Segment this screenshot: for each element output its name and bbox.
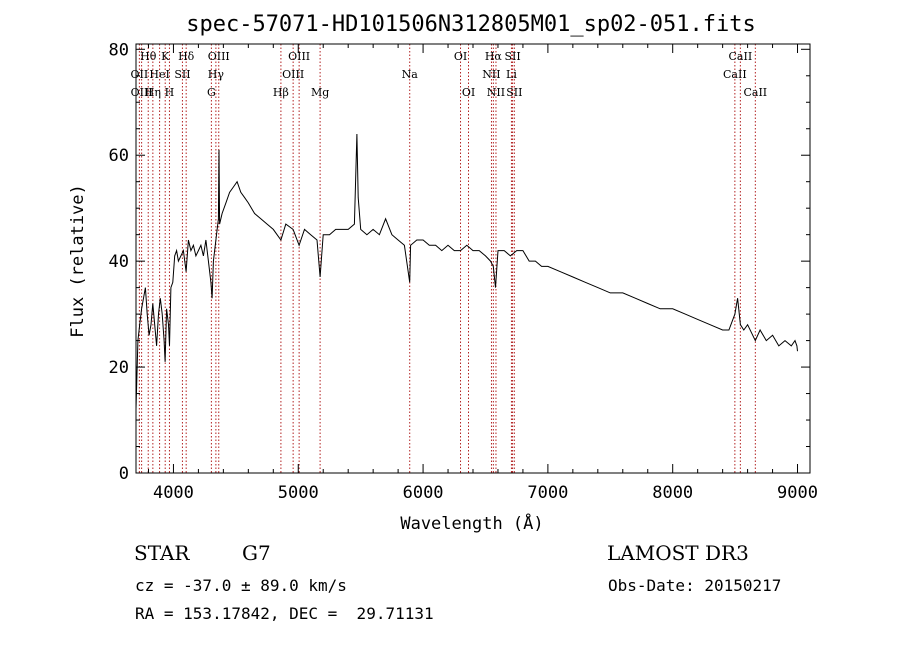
y-tick-label: 60 [109,146,129,166]
chart-title: spec-57071-HD101506N312805M01_sp02-051.f… [186,12,756,37]
spectral-line-label: HeI [149,68,169,81]
observation-date: Obs-Date: 20150217 [608,576,782,595]
spectrum-series-line [135,133,798,410]
spectral-subclass: G7 [242,541,271,565]
spectral-line-label: NII [482,68,500,81]
x-tick-label: 6000 [403,483,444,503]
x-axis-label: Wavelength (Å) [400,512,543,534]
spectral-line-label: OI [454,50,467,63]
spectral-line-label: Li [506,68,517,81]
x-tick-label: 7000 [527,483,568,503]
y-tick-label: 40 [109,252,129,272]
spectral-line-label: NII [487,86,505,99]
spectral-line-label: OI [462,86,475,99]
spectral-line-label: Hθ [140,50,157,63]
spectral-line-label: SII [506,86,522,99]
spectral-line-label: G [207,86,216,99]
x-axis-ticks: 4000 5000 6000 7000 8000 9000 [147,44,818,503]
spectral-line-label: CaII [723,68,747,81]
y-axis-ticks: 0 20 40 60 80 [109,40,810,484]
x-tick-label: 8000 [652,483,693,503]
spectral-line-markers [138,44,756,473]
spectral-line-label: H [165,86,175,99]
spectral-line-label: Hγ [208,68,225,81]
redshift-velocity: cz = -37.0 ± 89.0 km/s [135,576,347,595]
spectral-line-label: OIII [208,50,230,63]
y-axis-label: Flux (relative) [68,184,88,338]
x-tick-label: 5000 [278,483,319,503]
spectral-line-label: OIII [288,50,310,63]
spectral-line-label: SII [504,50,520,63]
survey-name: LAMOST DR3 [607,541,749,565]
spectral-line-label: Mg [311,86,329,99]
spectral-line-label: Hβ [273,86,289,99]
spectral-line-label: K [161,50,170,63]
spectral-line-label: Na [402,68,419,81]
y-tick-label: 20 [109,358,129,378]
plot-frame [135,43,811,474]
x-tick-label: 4000 [153,483,194,503]
y-tick-label: 80 [109,40,129,60]
y-tick-label: 0 [119,464,129,484]
spectral-line-label: CaII [743,86,767,99]
spectral-line-label: Hα [485,50,503,63]
spectral-line-label: Hη [145,86,161,99]
spectral-line-label: Hδ [178,50,195,63]
spectral-line-label: SII [174,68,190,81]
spectral-line-label: OII [131,68,149,81]
object-class: STAR [134,541,190,565]
spectral-line-label: OIII [282,68,304,81]
spectral-line-label: CaII [729,50,753,63]
sky-coordinates: RA = 153.17842, DEC = 29.71131 [135,604,434,623]
x-tick-label: 9000 [777,483,818,503]
